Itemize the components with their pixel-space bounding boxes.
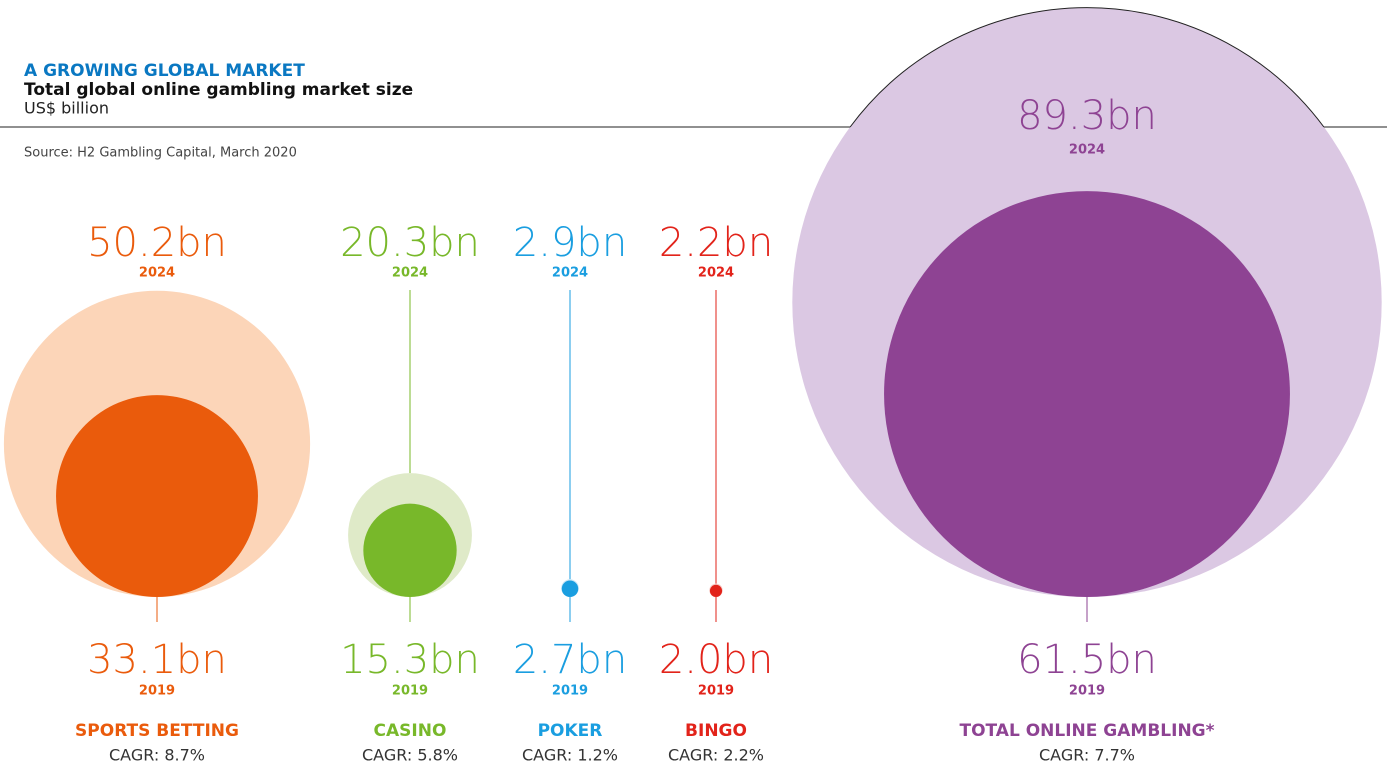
- value-label-2019: 61.5bn: [1017, 637, 1157, 683]
- value-label-2024: 20.3bn: [340, 220, 480, 266]
- year-label: 2024: [552, 266, 588, 281]
- cagr-label: CAGR: 5.8%: [362, 746, 458, 765]
- value-label-2024: 50.2bn: [87, 220, 227, 266]
- value-label-2024: 89.3bn: [1017, 93, 1157, 139]
- value-label-2019: 33.1bn: [87, 637, 227, 683]
- source: Source: H2 Gambling Capital, March 2020: [24, 146, 297, 161]
- value-label-2024: 2.9bn: [513, 220, 627, 266]
- year-label: 2024: [392, 266, 428, 281]
- year-label: 2019: [552, 684, 588, 699]
- category-label: SPORTS BETTING: [75, 721, 239, 741]
- year-label: 2024: [1069, 143, 1105, 158]
- category-label: POKER: [538, 721, 603, 741]
- value-label-2019: 15.3bn: [340, 637, 480, 683]
- cagr-label: CAGR: 2.2%: [668, 746, 764, 765]
- header-arc: [849, 7, 1325, 128]
- value-label-2019: 2.0bn: [659, 637, 773, 683]
- value-label-2024: 2.2bn: [659, 220, 773, 266]
- bubble-2019: [363, 503, 457, 597]
- category-label: TOTAL ONLINE GAMBLING*: [959, 721, 1214, 741]
- cagr-label: CAGR: 7.7%: [1039, 746, 1135, 765]
- bubble-2019: [709, 584, 723, 598]
- cagr-label: CAGR: 8.7%: [109, 746, 205, 765]
- chart-title: A GROWING GLOBAL MARKET: [24, 61, 305, 81]
- unit-label: US$ billion: [24, 99, 109, 118]
- year-label: 2019: [698, 684, 734, 699]
- bubble-2019: [56, 395, 258, 597]
- chart-subtitle: Total global online gambling market size: [24, 80, 413, 100]
- year-label: 2024: [139, 266, 175, 281]
- year-label: 2024: [698, 266, 734, 281]
- value-label-2019: 2.7bn: [513, 637, 627, 683]
- bubble-2019: [561, 580, 579, 597]
- category-label: BINGO: [685, 721, 747, 741]
- year-label: 2019: [139, 684, 175, 699]
- bubble-2019: [884, 191, 1290, 598]
- category-label: CASINO: [374, 721, 447, 741]
- bubbles: [3, 7, 1382, 622]
- year-label: 2019: [1069, 684, 1105, 699]
- year-label: 2019: [392, 684, 428, 699]
- cagr-label: CAGR: 1.2%: [522, 746, 618, 765]
